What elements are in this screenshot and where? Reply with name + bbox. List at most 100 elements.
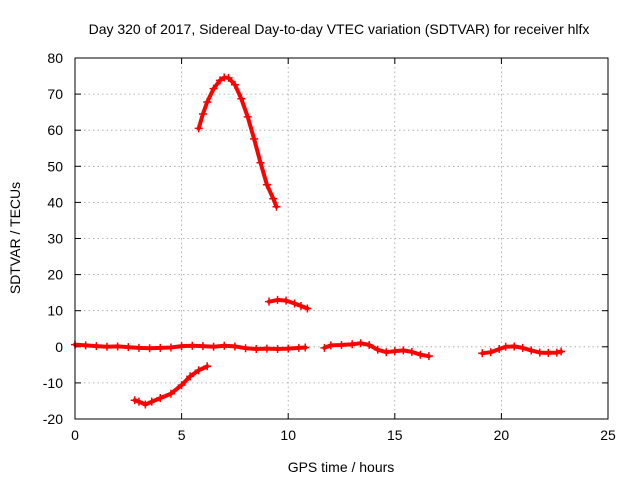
- data-point: [241, 344, 250, 353]
- data-point: [495, 344, 504, 353]
- y-tick-label: 10: [47, 303, 63, 319]
- data-point: [237, 94, 246, 103]
- y-tick-label: 0: [55, 339, 63, 355]
- data-point: [134, 343, 143, 352]
- data-point: [252, 344, 261, 353]
- series-segment-4: [130, 362, 212, 409]
- x-tick-label: 25: [600, 427, 616, 443]
- chart-title: Day 320 of 2017, Sidereal Day-to-day VTE…: [89, 21, 590, 37]
- data-point: [134, 397, 143, 406]
- x-tick-label: 0: [71, 427, 79, 443]
- data-point: [250, 134, 259, 143]
- data-point: [243, 112, 252, 121]
- data-point: [113, 342, 122, 351]
- data-point: [273, 344, 282, 353]
- data-point: [356, 339, 365, 348]
- data-point: [203, 362, 212, 371]
- data-point: [501, 342, 510, 351]
- data-point: [284, 344, 293, 353]
- data-point: [209, 84, 218, 93]
- series-segment-3: [478, 342, 566, 358]
- y-tick-label: 70: [47, 86, 63, 102]
- data-point: [194, 124, 203, 133]
- data-point: [478, 349, 487, 358]
- y-tick-label: 60: [47, 122, 63, 138]
- y-tick-label: -20: [43, 411, 63, 427]
- data-point: [198, 109, 207, 118]
- series-segment-6: [265, 295, 312, 313]
- data-point: [399, 346, 408, 355]
- data-point: [390, 347, 399, 356]
- data-point: [215, 76, 224, 85]
- data-point: [273, 295, 282, 304]
- plot-frame: [74, 57, 609, 420]
- data-point: [424, 352, 433, 361]
- series-segment-2: [320, 339, 433, 361]
- data-point: [348, 340, 357, 349]
- data-point: [230, 342, 239, 351]
- data-point: [198, 342, 207, 351]
- data-point: [544, 348, 553, 357]
- data-point: [407, 347, 416, 356]
- y-axis-label: SDTVAR / TECUs: [7, 182, 23, 294]
- data-point: [535, 348, 544, 357]
- data-point: [262, 180, 271, 189]
- data-point: [102, 342, 111, 351]
- data-point: [262, 344, 271, 353]
- data-point: [177, 381, 186, 390]
- data-point: [166, 389, 175, 398]
- data-point: [272, 202, 281, 211]
- data-point: [92, 342, 101, 351]
- series-layer: [71, 73, 566, 409]
- y-tick-label: -10: [43, 375, 63, 391]
- data-point: [147, 397, 156, 406]
- data-point: [124, 343, 133, 352]
- y-tick-label: 50: [47, 158, 63, 174]
- x-tick-label: 10: [280, 427, 296, 443]
- series-segment-5: [194, 73, 281, 211]
- x-tick-label: 15: [387, 427, 403, 443]
- data-point: [194, 366, 203, 375]
- data-point: [518, 343, 527, 352]
- data-point: [365, 340, 374, 349]
- data-point: [296, 302, 305, 311]
- x-axis-label: GPS time / hours: [288, 459, 395, 475]
- y-tick-label: 40: [47, 194, 63, 210]
- data-point: [156, 343, 165, 352]
- data-point: [156, 394, 165, 403]
- y-tick-label: 20: [47, 267, 63, 283]
- data-point: [269, 194, 278, 203]
- data-point: [282, 296, 291, 305]
- data-point: [188, 341, 197, 350]
- grid: [75, 58, 608, 419]
- data-point: [382, 348, 391, 357]
- data-point: [265, 297, 274, 306]
- data-point: [527, 346, 536, 355]
- series-line: [196, 75, 279, 209]
- data-point: [303, 304, 312, 313]
- series-line: [132, 364, 210, 407]
- data-point: [337, 340, 346, 349]
- data-point: [209, 342, 218, 351]
- y-tick-label: 30: [47, 231, 63, 247]
- data-point: [290, 299, 299, 308]
- data-point: [256, 158, 265, 167]
- data-point: [166, 343, 175, 352]
- data-point: [552, 348, 561, 357]
- data-point: [145, 344, 154, 353]
- data-point: [81, 341, 90, 350]
- data-point: [230, 80, 239, 89]
- data-point: [320, 343, 329, 352]
- data-point: [510, 342, 519, 351]
- data-point: [220, 341, 229, 350]
- x-tick-label: 20: [494, 427, 510, 443]
- data-point: [177, 342, 186, 351]
- data-point: [224, 73, 233, 82]
- data-point: [301, 343, 310, 352]
- data-point: [186, 372, 195, 381]
- series-segment-1: [71, 340, 310, 353]
- y-tick-label: 80: [47, 50, 63, 66]
- data-point: [557, 347, 566, 356]
- data-point: [130, 396, 139, 405]
